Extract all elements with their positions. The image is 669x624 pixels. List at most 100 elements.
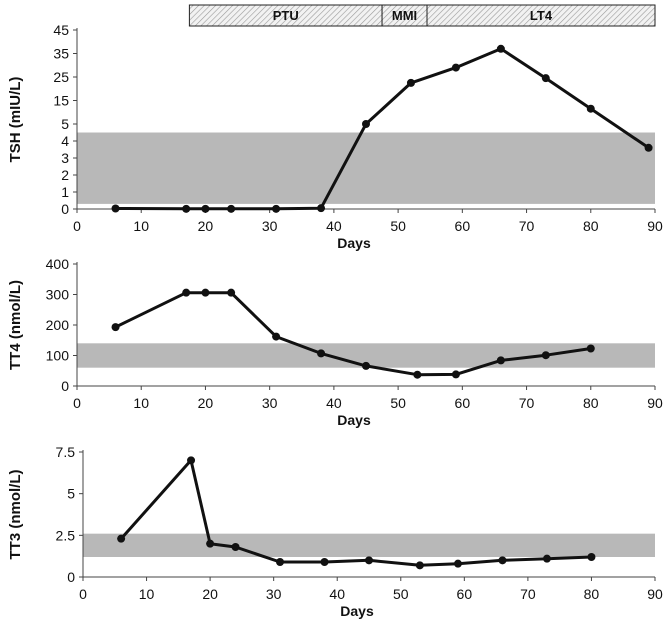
tt4-x-tick-label: 80	[583, 395, 599, 411]
tt3-y-axis-label: TT3 (nmol/L)	[7, 470, 24, 560]
tt3-data-point	[231, 543, 240, 551]
tt4-data-point	[413, 370, 422, 379]
tt3-series-line	[119, 458, 592, 567]
tt4-x-tick-label: 20	[198, 395, 214, 411]
tt3-x-tick-label: 40	[329, 586, 345, 602]
tt3-data-point	[542, 554, 551, 563]
tsh-data-point	[362, 120, 370, 128]
tt3-data-point	[498, 556, 507, 565]
tsh-x-tick-label: 60	[455, 218, 471, 234]
phase-label-ptu: PTU	[273, 8, 299, 23]
tsh-data-point	[406, 78, 415, 87]
tt3-data-point	[276, 558, 285, 566]
tsh-data-point	[201, 204, 210, 213]
tt4-data-point	[496, 356, 505, 365]
tt4-y-axis-label: TT4 (nmol/L)	[7, 280, 24, 370]
tt4-data-point	[201, 288, 210, 297]
tsh-data-point	[227, 204, 236, 213]
tt4-x-axis-label: Days	[337, 412, 371, 428]
tsh-y-tick-label: 4	[61, 133, 69, 149]
phase-box-lt4	[426, 4, 656, 27]
tt3-data-point	[415, 561, 424, 570]
tsh-x-tick-label: 20	[198, 218, 214, 234]
tt4-x-tick-label: 60	[455, 395, 471, 411]
tsh-reference-band	[77, 132, 655, 204]
tt4-y-tick-label: 100	[46, 348, 70, 364]
tsh-x-tick-label: 50	[390, 218, 406, 234]
tsh-x-tick-label: 0	[73, 218, 81, 234]
tsh-y-tick-label: 15	[53, 93, 69, 109]
tt4-data-point	[272, 332, 281, 341]
tt4-data-point	[227, 288, 236, 297]
tt4-y-tick-label: 400	[46, 256, 70, 272]
tt3-panel: 0 2.5 5 7.5 0 10 20 30 40 50 60 70 80 90 Days TT3 (nmol…	[7, 444, 663, 619]
tsh-data-point	[541, 74, 550, 83]
tsh-x-tick-label: 80	[583, 218, 599, 234]
tt4-x-tick-label: 0	[73, 395, 81, 411]
phase-label-lt4: LT4	[530, 8, 553, 23]
tsh-y-tick-label: 25	[53, 69, 69, 85]
tt4-data-point	[362, 361, 370, 370]
tt3-data-point	[587, 553, 596, 561]
tt4-data-point	[317, 349, 326, 358]
tsh-data-point	[496, 44, 505, 53]
tsh-x-tick-label: 40	[326, 218, 342, 234]
tsh-data-point	[586, 104, 595, 113]
tt3-data-point	[453, 559, 462, 568]
tsh-x-axis-label: Days	[337, 235, 371, 251]
tsh-data-point	[644, 143, 653, 152]
tt4-y-tick-label: 200	[46, 317, 70, 333]
tt3-x-tick-label: 90	[647, 586, 663, 602]
tt3-data-point	[365, 556, 373, 565]
tt3-y-tick-label: 2.5	[56, 527, 76, 543]
tt3-y-tick-label: 5	[67, 486, 75, 502]
tt4-data-point	[111, 323, 120, 332]
tt3-x-tick-label: 80	[584, 586, 600, 602]
tt3-data-point	[117, 534, 126, 543]
tt3-y-tick-label: 7.5	[56, 444, 76, 460]
treatment-phase-bar: PTU MMI LT4	[188, 4, 656, 27]
tt4-y-tick-label: 300	[46, 287, 70, 303]
tsh-y-tick-label: 35	[53, 46, 69, 62]
tsh-y-tick-label: 0	[61, 201, 69, 217]
tt4-panel: 0 100 200 300 400 0 10 20 30 40 50 60 70 80 90 Days TT4 …	[7, 256, 663, 428]
tt3-x-tick-label: 30	[266, 586, 282, 602]
tsh-x-tick-label: 10	[133, 218, 149, 234]
tt3-x-tick-label: 20	[202, 586, 218, 602]
tt3-data-point	[187, 456, 196, 465]
tt3-x-tick-label: 60	[457, 586, 473, 602]
tsh-data-point	[451, 63, 460, 72]
phase-label-mmi: MMI	[392, 8, 417, 23]
tsh-data-point	[272, 204, 281, 213]
tt4-x-tick-label: 70	[519, 395, 535, 411]
tt4-x-tick-label: 30	[262, 395, 278, 411]
tt3-reference-band	[83, 533, 655, 557]
tsh-y-axis-label: TSH (mIU/L)	[7, 77, 24, 163]
tsh-x-tick-label: 70	[519, 218, 535, 234]
tsh-y-tick-label: 1	[61, 184, 69, 200]
tt3-x-axis-label: Days	[340, 603, 374, 619]
tsh-y-tick-label: 5	[61, 116, 69, 132]
tt3-x-tick-label: 50	[393, 586, 409, 602]
tt4-data-point	[182, 288, 191, 297]
tt3-y-tick-label: 0	[67, 569, 75, 585]
tt4-y-tick-label: 0	[61, 378, 69, 394]
tt3-x-tick-label: 70	[520, 586, 536, 602]
tt4-data-point	[451, 370, 460, 379]
tsh-y-tick-label: 3	[61, 150, 69, 166]
tsh-y-tick-label: 2	[61, 167, 69, 183]
tt3-data-point	[206, 539, 215, 548]
tsh-x-tick-label: 30	[262, 218, 278, 234]
tt4-data-point	[541, 351, 550, 360]
tt3-x-tick-label: 10	[139, 586, 155, 602]
tsh-data-point	[111, 204, 120, 213]
tt4-x-tick-label: 10	[133, 395, 149, 411]
tsh-data-point	[182, 204, 191, 213]
tt4-data-point	[586, 344, 595, 353]
tsh-data-point	[317, 204, 326, 213]
tt3-data-point	[320, 558, 329, 566]
tt3-x-tick-label: 0	[79, 586, 87, 602]
tt4-x-tick-label: 40	[326, 395, 342, 411]
